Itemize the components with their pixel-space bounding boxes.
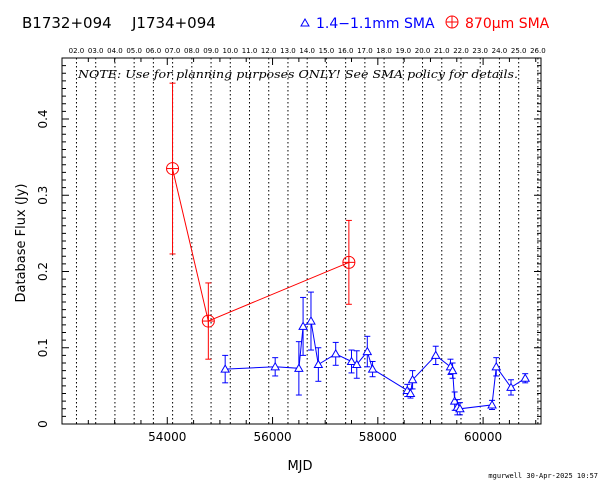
top-tick-label: 18.0	[376, 47, 392, 55]
data-point-triangle	[270, 361, 281, 371]
top-tick-label: 17.0	[357, 47, 373, 55]
footer-credit: mgurwell 30-Apr-2025 10:57	[488, 472, 598, 480]
data-point-triangle	[430, 350, 441, 359]
top-tick-label: 05.0	[126, 47, 142, 55]
top-tick-label: 03.0	[88, 47, 104, 55]
y-tick-label: 0	[36, 420, 50, 428]
data-point-triangle	[449, 396, 460, 405]
alt-name: J1734+094	[131, 14, 216, 32]
top-tick-label: 22.0	[453, 47, 469, 55]
y-tick-label: 0.2	[36, 262, 50, 281]
y-tick-label: 0.4	[36, 109, 50, 128]
source-name: B1732+094	[22, 14, 112, 32]
data-point-triangle	[330, 348, 341, 358]
data-point-triangle	[298, 321, 308, 330]
top-tick-label: 14.0	[299, 47, 315, 55]
year-gridlines	[75, 58, 539, 424]
series-low-band	[220, 291, 531, 416]
legend	[300, 15, 459, 29]
legend-label-low-band: 1.4−1.1mm SMA	[316, 16, 435, 32]
data-point-triangle	[346, 356, 357, 365]
legend-label-high-band: 870μm SMA	[465, 16, 550, 32]
y-axis-label: Database Flux (Jy)	[14, 184, 29, 303]
top-tick-label: 09.0	[203, 47, 219, 55]
top-tick-label: 16.0	[338, 47, 354, 55]
data-point-triangle	[520, 373, 531, 382]
data-point-triangle	[367, 364, 378, 373]
data-point-triangle	[351, 359, 362, 369]
series-high-band	[166, 82, 356, 360]
top-tick-label: 25.0	[511, 47, 527, 55]
top-tick-label: 19.0	[396, 47, 412, 55]
top-axis: 02.0 03.0 04.0 05.0 06.0 07.0 08.0 09.0 10.0 11.0…	[69, 47, 546, 55]
top-tick-label: 10.0	[222, 47, 238, 55]
y-tick-label: 0.1	[36, 338, 50, 357]
y-tick-label: 0.3	[36, 186, 50, 205]
x-tick-label: 58000	[359, 430, 397, 444]
x-tick-label: 60000	[464, 430, 502, 444]
planning-note: NOTE: Use for planning purposes ONLY! Se…	[77, 68, 518, 81]
top-tick-label: 26.0	[530, 47, 546, 55]
data-point-triangle	[362, 346, 373, 356]
data-point-triangle	[487, 399, 497, 409]
top-tick-label: 13.0	[280, 47, 296, 55]
top-tick-label: 20.0	[415, 47, 431, 55]
plot-layer: 02.0 03.0 04.0 05.0 06.0 07.0 08.0 09.0 10.0 11.0…	[36, 47, 546, 444]
data-point-triangle	[313, 359, 324, 369]
x-tick-label: 56000	[253, 430, 291, 444]
data-point-triangle	[455, 403, 465, 413]
data-point-triangle	[447, 365, 458, 375]
top-tick-label: 07.0	[165, 47, 181, 55]
data-point-triangle	[306, 316, 316, 325]
top-tick-label: 04.0	[107, 47, 123, 55]
data-point-triangle	[506, 382, 516, 391]
top-tick-label: 06.0	[146, 47, 162, 55]
top-tick-label: 08.0	[184, 47, 200, 55]
top-tick-label: 12.0	[261, 47, 277, 55]
data-point-triangle	[407, 374, 418, 384]
x-axis-label: MJD	[287, 459, 312, 474]
x-axis-ticks: 54000 56000 58000 60000	[61, 58, 537, 444]
y-axis-ticks: 0 0.1 0.2 0.3 0.4	[36, 57, 541, 428]
x-tick-label: 54000	[148, 430, 186, 444]
top-tick-label: 11.0	[242, 47, 258, 55]
top-tick-label: 21.0	[434, 47, 450, 55]
top-tick-label: 02.0	[69, 47, 85, 55]
series-line	[172, 168, 350, 322]
top-tick-label: 23.0	[472, 47, 488, 55]
legend-triangle-marker	[300, 17, 310, 27]
data-point-triangle	[294, 363, 304, 372]
data-point-triangle	[491, 361, 502, 371]
top-tick-label: 24.0	[492, 47, 508, 55]
top-tick-label: 15.0	[319, 47, 335, 55]
data-point-triangle	[405, 388, 416, 397]
data-point-triangle	[220, 364, 231, 373]
